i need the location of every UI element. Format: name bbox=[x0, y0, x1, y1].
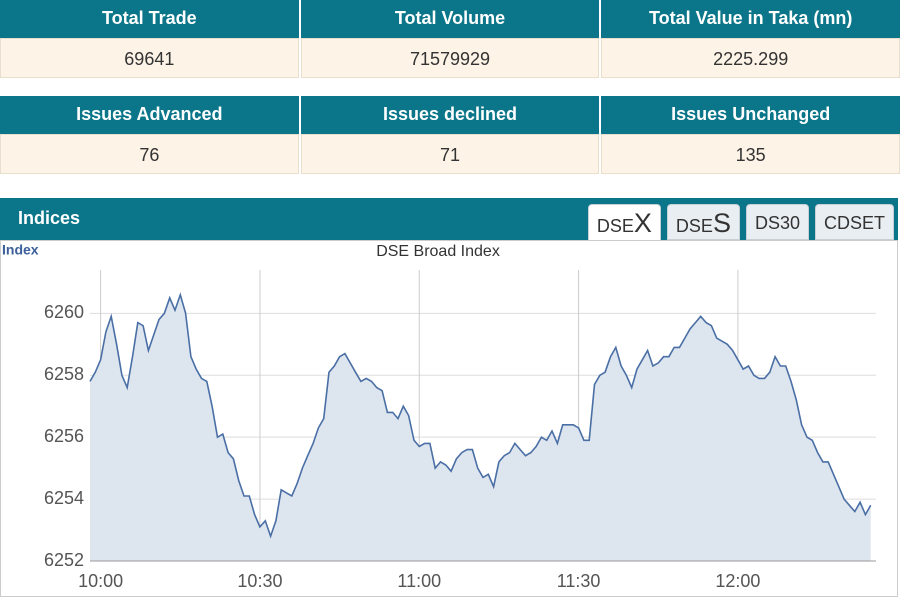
y-tick-label: 6260 bbox=[44, 302, 84, 322]
x-tick-label: 11:30 bbox=[557, 571, 601, 591]
tbl: Issues Advanced Issues declined Issues Unc… bbox=[0, 96, 900, 174]
tabs: DSEX DSES DS30 CDSET bbox=[587, 204, 894, 244]
cell: Issues Unchanged bbox=[601, 96, 900, 134]
area-fill bbox=[90, 294, 871, 561]
tab[interactable]: DSES bbox=[666, 204, 740, 240]
row: 76 71 135 bbox=[0, 134, 900, 174]
tab[interactable]: DS30 bbox=[745, 204, 809, 240]
big: S bbox=[712, 208, 731, 238]
x-tick-label: 10:30 bbox=[237, 571, 282, 591]
y-tick-label: 6256 bbox=[44, 426, 84, 446]
cell: 76 bbox=[0, 134, 299, 174]
row: Total Trade Total Volume Total Value in Ta… bbox=[0, 0, 900, 38]
y-tick-label: 6258 bbox=[44, 364, 84, 384]
x-tick-label: 12:00 bbox=[715, 571, 760, 591]
big: X bbox=[633, 208, 652, 238]
tab-text: CDSET bbox=[823, 213, 885, 233]
row: 69641 71579929 2225.299 bbox=[0, 38, 900, 78]
indices-title: Indices bbox=[18, 208, 81, 228]
cell: 2225.299 bbox=[601, 38, 900, 78]
chart-title: DSE Broad Index bbox=[376, 243, 500, 260]
indices-bar: Indices DSEX DSES DS30 CDSET bbox=[0, 198, 898, 244]
x-tick-label: 11:00 bbox=[397, 571, 441, 591]
cell: Total Trade bbox=[0, 0, 299, 38]
tab[interactable]: DSEX bbox=[587, 204, 661, 244]
cell: 135 bbox=[601, 134, 900, 174]
cell: Issues declined bbox=[300, 96, 600, 134]
cell: Total Value in Taka (mn) bbox=[601, 0, 900, 38]
tbl: Total Trade Total Volume Total Value in Ta… bbox=[0, 0, 900, 78]
cell: 71579929 bbox=[300, 38, 600, 78]
row: Issues Advanced Issues declined Issues Unc… bbox=[0, 96, 900, 134]
y-axis-label: Index bbox=[2, 242, 39, 258]
tab-text: DS30 bbox=[754, 213, 800, 233]
cell: Total Volume bbox=[300, 0, 600, 38]
tab-text: DSE bbox=[596, 216, 634, 236]
chart: Index DSE Broad Index 6252 6254 6256 6258 62… bbox=[0, 240, 898, 597]
cell: Issues Advanced bbox=[0, 96, 299, 134]
y-tick-label: 6254 bbox=[44, 488, 84, 508]
cell: 71 bbox=[300, 134, 600, 174]
cell: 69641 bbox=[0, 38, 299, 78]
y-tick-label: 6252 bbox=[44, 550, 84, 570]
x-tick-label: 10:00 bbox=[78, 571, 123, 591]
tab[interactable]: CDSET bbox=[814, 204, 894, 240]
index-line bbox=[89, 292, 872, 539]
tab-text: DSE bbox=[675, 216, 713, 236]
